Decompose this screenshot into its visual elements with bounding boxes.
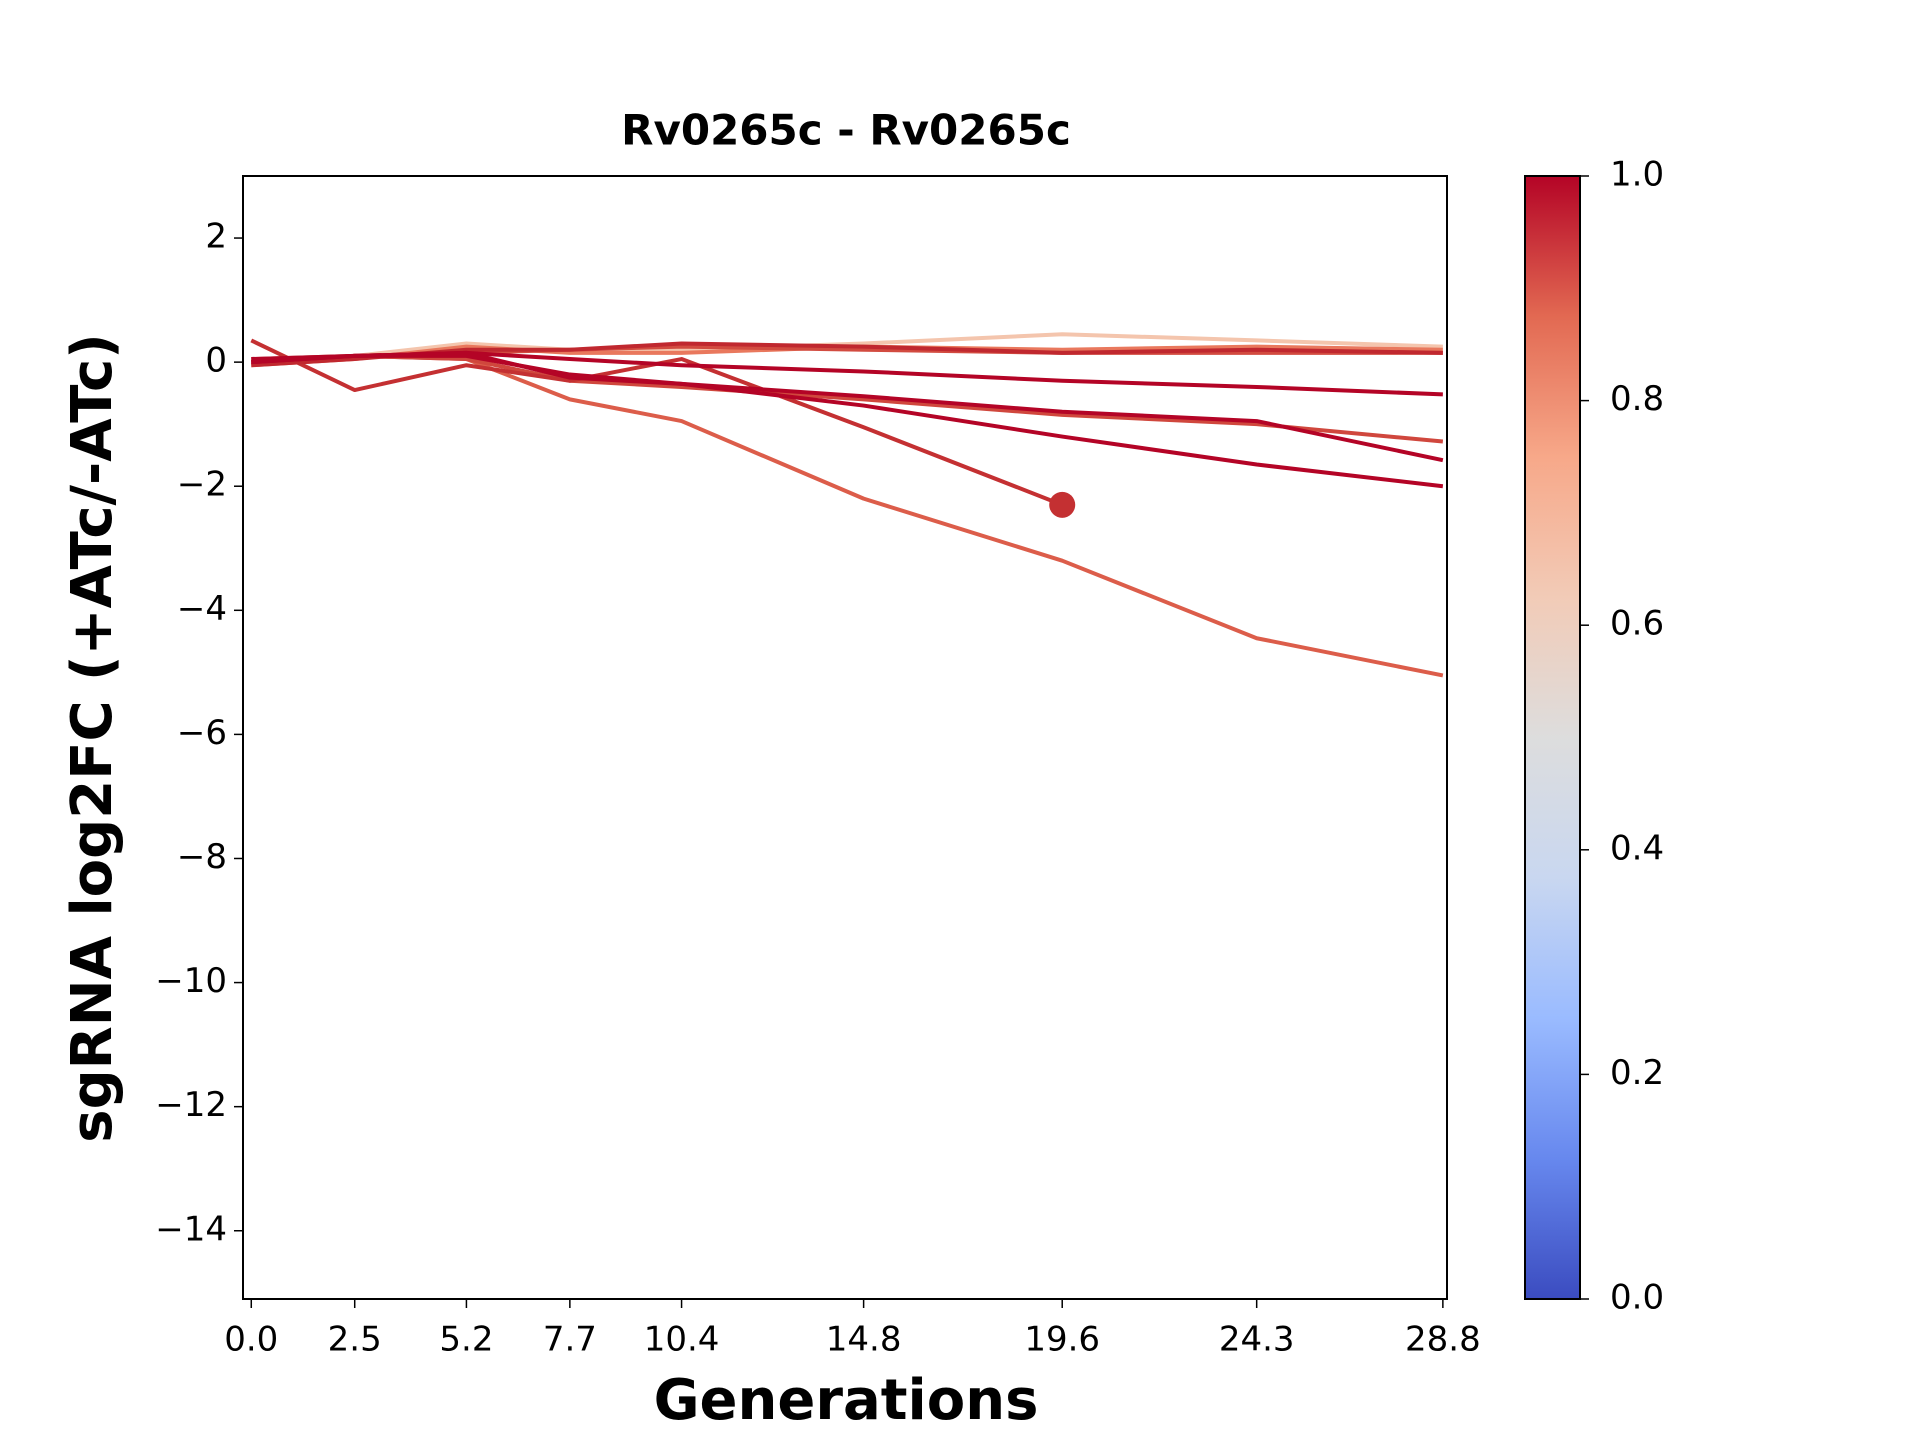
y-axis-label: sgRNA log2FC (+ATc/-ATc) bbox=[60, 333, 125, 1143]
colorbar bbox=[1524, 175, 1581, 1300]
x-tick-label: 10.4 bbox=[644, 1320, 720, 1360]
x-tick-label: 28.8 bbox=[1405, 1320, 1481, 1360]
y-tick-label: −12 bbox=[155, 1085, 227, 1125]
x-tick-label: 19.6 bbox=[1024, 1320, 1100, 1360]
colorbar-tick-label: 0.6 bbox=[1610, 604, 1664, 644]
series-line bbox=[251, 353, 1444, 444]
x-axis-label: Generations bbox=[654, 1368, 1039, 1433]
plot-frame bbox=[242, 175, 1448, 1300]
colorbar-tick-label: 0.0 bbox=[1610, 1278, 1664, 1318]
x-tick-label: 5.2 bbox=[439, 1320, 493, 1360]
series-line bbox=[251, 353, 1444, 489]
end-marker bbox=[1049, 491, 1076, 518]
y-tick-label: −14 bbox=[155, 1209, 227, 1249]
y-tick-label: −4 bbox=[177, 589, 227, 629]
chart-title: Rv0265c - Rv0265c bbox=[621, 106, 1071, 155]
y-tick-label: −8 bbox=[177, 837, 227, 877]
series-line bbox=[251, 332, 1443, 365]
colorbar-tick-label: 1.0 bbox=[1610, 155, 1664, 195]
x-tick-label: 7.7 bbox=[543, 1320, 597, 1360]
series-line bbox=[250, 338, 1063, 507]
y-tick-label: 2 bbox=[205, 217, 227, 257]
y-tick-label: −2 bbox=[177, 465, 227, 505]
x-tick-label: 2.5 bbox=[328, 1320, 382, 1360]
colorbar-tick-label: 0.4 bbox=[1610, 828, 1664, 868]
y-tick-label: −6 bbox=[177, 713, 227, 753]
x-tick-label: 24.3 bbox=[1219, 1320, 1295, 1360]
x-tick-label: 0.0 bbox=[224, 1320, 278, 1360]
x-tick-label: 14.8 bbox=[826, 1320, 902, 1360]
y-tick-label: 0 bbox=[205, 341, 227, 381]
y-tick-label: −10 bbox=[155, 961, 227, 1001]
colorbar-tick-label: 0.2 bbox=[1610, 1053, 1664, 1093]
colorbar-tick-label: 0.8 bbox=[1610, 379, 1664, 419]
